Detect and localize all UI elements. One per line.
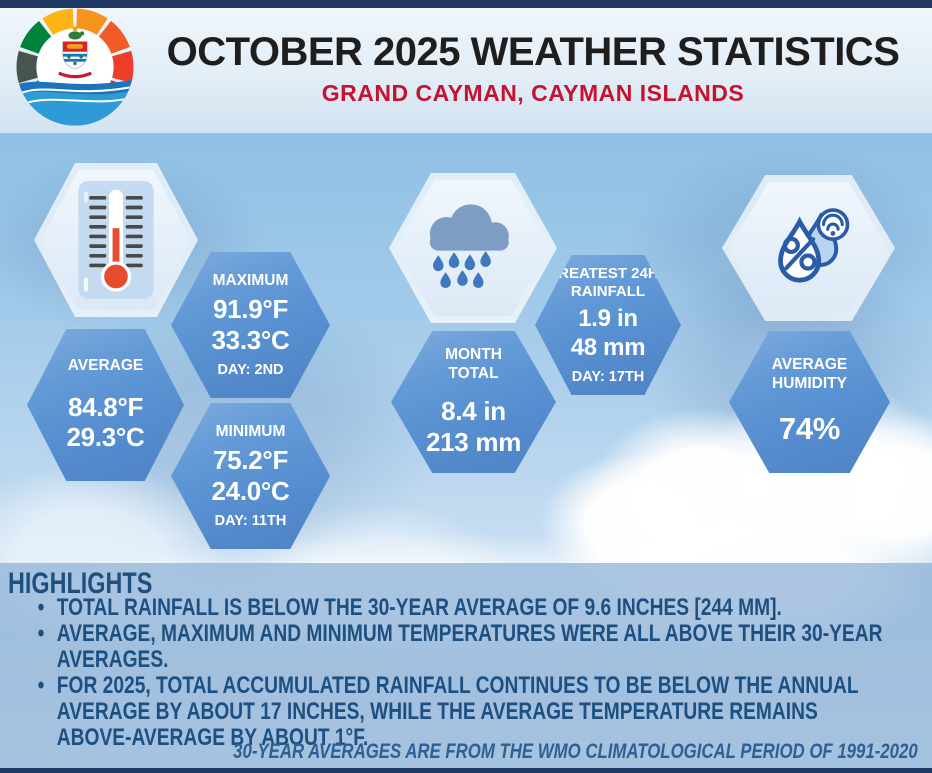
average-temperature-hexagon: AVERAGE 84.8°F 29.3°C [27, 329, 184, 481]
bottom-accent-bar [0, 768, 932, 773]
title-block: OCTOBER 2025 WEATHER STATISTICS GRAND CA… [150, 8, 916, 133]
month-total-inches: 8.4 in [441, 396, 506, 427]
maximum-temperature-label: MAXIMUM [212, 271, 289, 289]
logo-sea-waves [16, 79, 134, 126]
thermometer-icon [78, 181, 154, 299]
greatest-24hr-millimeters: 48 mm [570, 333, 646, 361]
highlight-item: FOR 2025, TOTAL ACCUMULATED RAINFALL CON… [36, 673, 884, 751]
average-humidity-value: 74% [778, 411, 841, 447]
average-humidity-label: AVERAGE HUMIDITY [771, 356, 848, 392]
highlight-item: AVERAGE, MAXIMUM AND MINIMUM TEMPERATURE… [36, 621, 884, 673]
highlight-item: TOTAL RAINFALL IS BELOW THE 30-YEAR AVER… [36, 595, 884, 622]
cayman-islands-government-logo [16, 8, 134, 126]
climatology-footnote: 30-YEAR AVERAGES ARE FROM THE WMO CLIMAT… [233, 740, 918, 763]
minimum-temperature-label: MINIMUM [215, 422, 286, 440]
minimum-temperature-celsius: 24.0°C [211, 475, 290, 506]
average-temperature-label: AVERAGE [67, 357, 144, 375]
rainfall-icon-hexagon [389, 173, 557, 323]
greatest-24hr-rainfall-label: GREATEST 24HR RAINFALL [546, 265, 670, 301]
humidity-drops-icon [777, 208, 849, 283]
month-total-millimeters: 213 mm [425, 427, 522, 458]
highlights-panel: HIGHLIGHTS TOTAL RAINFALL IS BELOW THE 3… [0, 563, 932, 768]
top-accent-bar [0, 0, 932, 8]
greatest-24hr-day: DAY: 17TH [571, 368, 645, 385]
maximum-temperature-hexagon: MAXIMUM 91.9°F 33.3°C DAY: 2ND [171, 252, 330, 398]
highlights-list: TOTAL RAINFALL IS BELOW THE 30-YEAR AVER… [36, 595, 884, 751]
page-subtitle: GRAND CAYMAN, CAYMAN ISLANDS [321, 80, 745, 106]
maximum-temperature-fahrenheit: 91.9°F [212, 294, 289, 325]
percent-symbol [782, 236, 817, 271]
rain-cloud-icon [429, 204, 509, 288]
average-temperature-fahrenheit: 84.8°F [67, 391, 144, 422]
average-temperature-celsius: 29.3°C [66, 422, 145, 453]
greatest-24hr-inches: 1.9 in [578, 305, 638, 333]
maximum-temperature-day: DAY: 2ND [217, 362, 284, 379]
wifi-sensor-badge [816, 208, 849, 241]
maximum-temperature-celsius: 33.3°C [211, 324, 290, 355]
cayman-coat-of-arms [58, 26, 92, 79]
minimum-temperature-day: DAY: 11TH [214, 513, 287, 530]
page-title: OCTOBER 2025 WEATHER STATISTICS [166, 30, 900, 74]
month-total-label: MONTH TOTAL [445, 346, 502, 382]
minimum-temperature-fahrenheit: 75.2°F [212, 445, 289, 476]
header: OCTOBER 2025 WEATHER STATISTICS GRAND CA… [0, 8, 932, 133]
